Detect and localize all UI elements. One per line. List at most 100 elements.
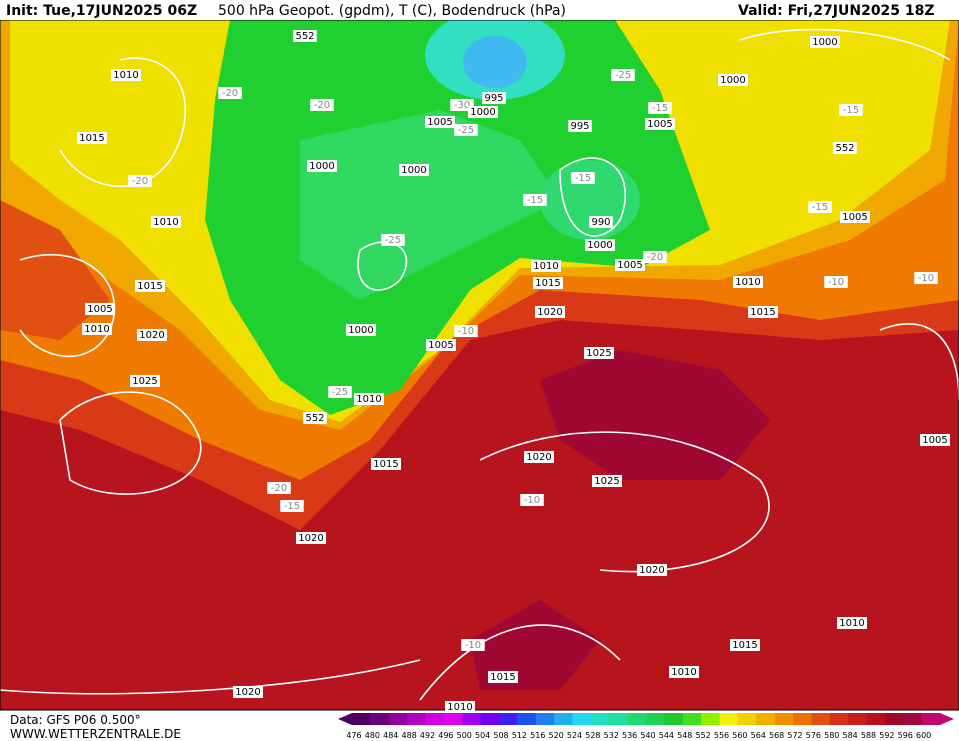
colorbar-label: 600 (916, 731, 931, 740)
label-box (643, 251, 667, 263)
pressure-label: 1015 (535, 278, 560, 289)
temperature-label: -20 (271, 483, 287, 494)
label-box (454, 124, 478, 136)
pressure-label: 1000 (348, 325, 373, 336)
title: 500 hPa Geopot. (gpdm), T (C), Bodendruc… (218, 3, 566, 19)
pressure-label: 995 (570, 121, 589, 132)
colorbar-label: 576 (806, 731, 821, 740)
header-bar (0, 0, 959, 20)
colorbar-cell (829, 713, 849, 725)
label-box (568, 120, 592, 132)
temperature-label: -25 (458, 125, 474, 136)
label-box (425, 116, 455, 128)
colorbar-label: 552 (695, 731, 710, 740)
label-box (808, 201, 832, 213)
colorbar-label: 516 (530, 731, 545, 740)
pressure-label: 1015 (137, 281, 162, 292)
pressure-label: 1020 (537, 307, 562, 318)
label-box (426, 339, 456, 351)
label-box (669, 666, 699, 678)
pressure-label: 1005 (87, 304, 112, 315)
colorbar-label: 544 (659, 731, 674, 740)
label-box (111, 69, 141, 81)
pressure-label: 1010 (533, 261, 558, 272)
label-box (824, 276, 848, 288)
pressure-label: 1010 (735, 277, 760, 288)
label-box (637, 564, 667, 576)
label-box (77, 132, 107, 144)
temperature-label: -20 (647, 252, 663, 263)
pressure-label: 552 (835, 143, 854, 154)
colorbar-cell (921, 713, 941, 725)
pressure-label: 1010 (839, 618, 864, 629)
label-box (218, 87, 242, 99)
colorbar-label: 520 (548, 731, 563, 740)
label-box (533, 277, 563, 289)
colorbar-label: 584 (842, 731, 857, 740)
label-box (920, 434, 950, 446)
label-box (488, 671, 518, 683)
pressure-label: 1005 (428, 340, 453, 351)
label-box (128, 175, 152, 187)
pressure-label: 1015 (750, 307, 775, 318)
colorbar-cell (774, 713, 794, 725)
colorbar-label: 476 (346, 731, 361, 740)
label-box (399, 164, 429, 176)
temperature-label: -10 (465, 640, 481, 651)
temperature-label: -15 (527, 195, 543, 206)
colorbar-cell (609, 713, 629, 725)
pressure-label: 1000 (587, 240, 612, 251)
label-box (592, 475, 622, 487)
colorbar-cell (627, 713, 647, 725)
colorbar-cell (811, 713, 831, 725)
label-box (82, 323, 112, 335)
pressure-label: 1000 (812, 37, 837, 48)
data-source: Data: GFS P06 0.500° (10, 713, 141, 727)
label-box (85, 303, 115, 315)
colorbar-label: 528 (585, 731, 600, 740)
pressure-label: 1005 (842, 212, 867, 223)
colorbar-label: 524 (567, 731, 582, 740)
colorbar-cell (848, 713, 867, 725)
label-box (584, 347, 614, 359)
label-box (837, 617, 867, 629)
colorbar-cell (646, 713, 665, 725)
colorbar-label: 536 (622, 731, 637, 740)
colorbar-cell (535, 713, 555, 725)
colorbar-cell (388, 713, 408, 725)
pressure-label: 1020 (639, 565, 664, 576)
label-box (310, 99, 334, 111)
pressure-label: 995 (484, 93, 503, 104)
colorbar-label: 532 (604, 731, 619, 740)
temperature-label: -25 (615, 70, 631, 81)
colorbar-cell (756, 713, 776, 725)
label-box (648, 102, 672, 114)
label-box (571, 172, 595, 184)
colorbar-cell (682, 713, 702, 725)
pressure-label: 552 (305, 413, 324, 424)
label-box (450, 99, 474, 111)
label-box (810, 36, 840, 48)
colorbar-label: 504 (475, 731, 490, 740)
pressure-label: 1005 (427, 117, 452, 128)
label-box (615, 259, 645, 271)
label-box (840, 211, 870, 223)
colorbar-label: 580 (824, 731, 839, 740)
pressure-label: 1020 (139, 330, 164, 341)
label-box (482, 92, 506, 104)
pressure-label: 1020 (235, 687, 260, 698)
temperature-label: -15 (284, 501, 300, 512)
colorbar-cell (499, 713, 518, 725)
label-box (346, 324, 376, 336)
pressure-label: 1010 (153, 217, 178, 228)
label-box (833, 142, 857, 154)
pressure-label: 990 (591, 217, 610, 228)
label-box (296, 532, 326, 544)
temperature-label: -30 (454, 100, 470, 111)
label-box (328, 386, 352, 398)
temperature-label: -15 (843, 105, 859, 116)
colorbar-cell (793, 713, 812, 725)
label-box (303, 412, 327, 424)
